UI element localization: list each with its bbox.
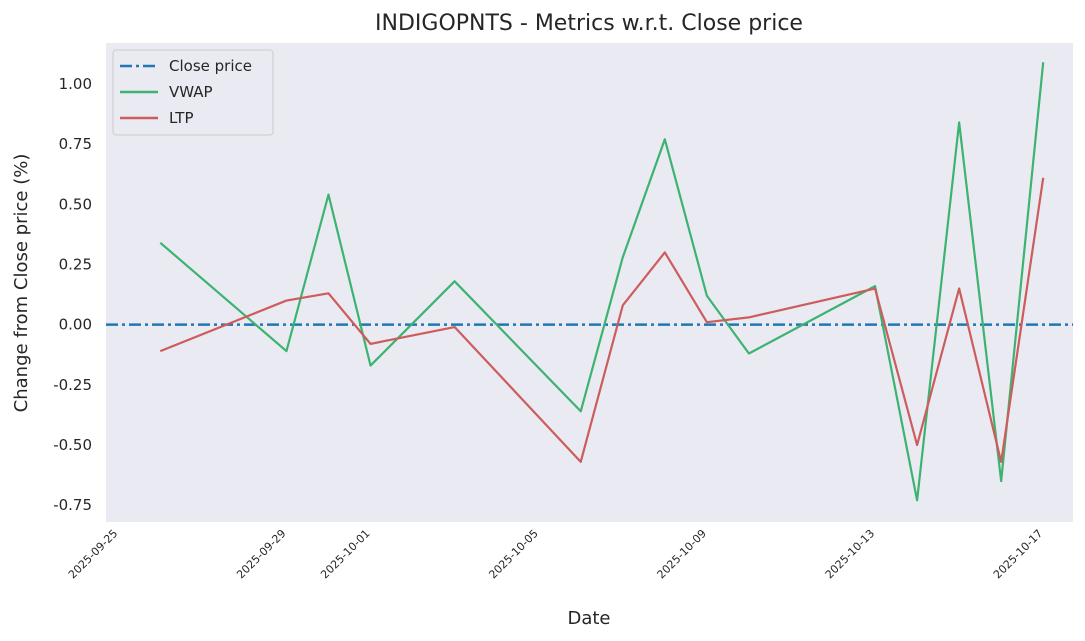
y-tick-label: -0.75: [53, 496, 92, 514]
x-tick-label: 2025-10-13: [823, 527, 877, 581]
y-tick-label: 0.00: [59, 316, 92, 334]
x-tick-label: 2025-09-29: [234, 527, 288, 581]
x-tick-label: 2025-09-25: [66, 527, 120, 581]
y-tick-label: 0.25: [59, 255, 92, 273]
y-tick-label: -0.50: [53, 436, 92, 454]
legend-label-close-price: Close price: [169, 57, 252, 75]
legend-box: [112, 49, 274, 136]
legend-label-ltp: LTP: [169, 109, 194, 127]
series-layer: [106, 62, 1073, 502]
series-line-vwap: [159, 62, 1045, 502]
y-tick-label: 1.00: [59, 75, 92, 93]
y-tick-label: 0.50: [59, 195, 92, 213]
x-tick-label: 2025-10-01: [318, 527, 372, 581]
x-axis-label: Date: [567, 608, 610, 629]
y-tick-label: -0.25: [53, 376, 92, 394]
x-tick-label: 2025-10-05: [486, 527, 540, 581]
x-axis-ticks: 2025-09-25 2025-09-29 2025-10-01 2025-10-05…: [66, 527, 1045, 581]
x-tick-label: 2025-10-09: [655, 527, 709, 581]
x-tick-label: 2025-10-17: [991, 527, 1045, 581]
series-line-ltp: [159, 177, 1045, 463]
legend-label-vwap: VWAP: [169, 83, 213, 101]
y-axis-label: Change from Close price (%): [11, 154, 32, 413]
chart-title: INDIGOPNTS - Metrics w.r.t. Close price: [375, 11, 803, 36]
y-tick-label: 0.75: [59, 135, 92, 153]
y-axis-ticks: -0.75 -0.50 -0.25 0.00 0.25 0.50 0.75 1.00: [53, 75, 92, 514]
legend: Close price VWAP LTP: [112, 49, 274, 136]
